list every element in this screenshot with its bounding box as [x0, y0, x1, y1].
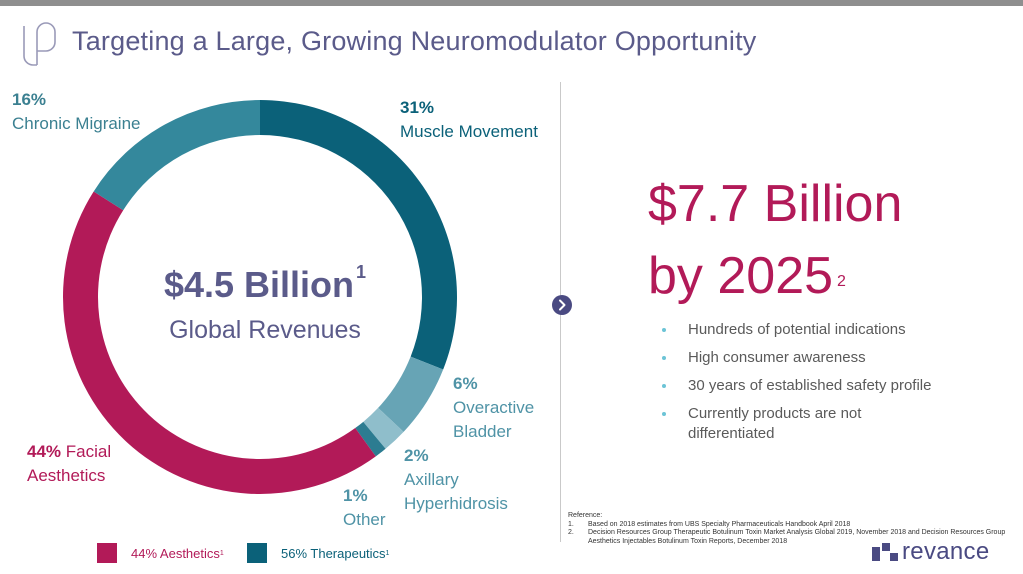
legend-text-therapeutics: 56% Therapeutics [281, 545, 386, 561]
list-item-text: High consumer awareness [688, 349, 866, 366]
legend-sup-therapeutics: 1 [385, 549, 390, 557]
legend-item-aesthetics: 44% Aesthetics 1 [97, 543, 224, 563]
reference-number: 2. [568, 529, 574, 537]
forecast-year-line: by 2025 2 [648, 240, 902, 312]
slice-text-chronic-migraine: Chronic Migraine [12, 114, 141, 133]
bullet-dot-icon [662, 328, 666, 332]
slice-text-axillary-hyperhidrosis-1: Axillary [404, 470, 459, 489]
slice-pct-chronic-migraine: 16% [12, 90, 47, 109]
list-item: 30 years of established safety profile [662, 376, 948, 396]
donut-center-amount: $4.5 Billion [163, 264, 355, 305]
slice-pct-muscle-movement: 31% [400, 98, 435, 117]
legend-text-aesthetics: 44% Aesthetics [131, 545, 220, 561]
list-item-text: Currently products are not differentiate… [688, 405, 862, 442]
reference-number: 1. [568, 520, 574, 528]
bullet-dot-icon [662, 412, 666, 416]
references: Reference: 1. Based on 2018 estimates fr… [568, 512, 1018, 546]
slice-pct-facial-aesthetics: 44% [27, 442, 62, 461]
references-heading: Reference: [568, 512, 603, 519]
slice-text-overactive-bladder-1: Overactive [453, 398, 535, 417]
slice-pct-overactive-bladder: 6% [453, 374, 478, 393]
footnote-marker-2: 2 [837, 273, 846, 290]
legend-sup-aesthetics: 1 [219, 549, 224, 557]
donut-center-value: $4.5 Billion 1 [140, 262, 390, 306]
slice-text-axillary-hyperhidrosis-2: Hyperhidrosis [404, 494, 508, 513]
forecast-year: by 2025 [648, 247, 834, 305]
list-item: Currently products are not differentiate… [662, 404, 948, 444]
list-item-text: Hundreds of potential indications [688, 321, 906, 338]
slice-label-facial-aesthetics: 44% Facial Aesthetics [27, 440, 111, 488]
slice-label-axillary-hyperhidrosis: 2% Axillary Hyperhidrosis [404, 444, 508, 516]
slice-label-overactive-bladder: 6% Overactive Bladder [453, 372, 534, 444]
slice-text-facial-aesthetics-2: Aesthetics [27, 466, 106, 485]
revance-mark-icon [872, 543, 898, 561]
next-arrow-button[interactable] [552, 295, 572, 315]
brand-logo: revance [872, 538, 989, 566]
donut-slice-other [355, 421, 386, 457]
donut-slice-facial-aesthetics [63, 191, 376, 494]
slice-label-other: 1% Other [343, 484, 386, 532]
reference-text: Based on 2018 estimates from UBS Special… [588, 520, 851, 528]
slice-pct-axillary-hyperhidrosis: 2% [404, 446, 429, 465]
list-item-text: 30 years of established safety profile [688, 377, 932, 394]
market-forecast: $7.7 Billion by 2025 2 [648, 168, 902, 312]
donut-center-label: Global Revenues [169, 316, 361, 344]
slice-pct-other: 1% [343, 486, 368, 505]
slice-text-facial-aesthetics-1: Facial [65, 442, 112, 461]
reference-text: Decision Resources Group Therapeutic Bot… [588, 529, 1006, 545]
slice-label-muscle-movement: 31% Muscle Movement [400, 96, 538, 144]
legend-item-therapeutics: 56% Therapeutics 1 [247, 543, 389, 563]
donut-slice-muscle-movement [260, 100, 457, 370]
forecast-amount: $7.7 Billion [648, 175, 903, 233]
slice-label-chronic-migraine: 16% Chronic Migraine [12, 88, 141, 136]
bullet-dot-icon [662, 356, 666, 360]
bullet-dot-icon [662, 384, 666, 388]
legend-swatch-aesthetics [97, 543, 117, 563]
page-title: Targeting a Large, Growing Neuromodulato… [72, 26, 757, 56]
company-logo-mark-icon [23, 22, 56, 66]
donut-slice-chronic-migraine [93, 100, 261, 211]
list-item: High consumer awareness [662, 348, 948, 368]
reference-item: 2. Decision Resources Group Therapeutic … [568, 529, 1018, 546]
slice-text-muscle-movement: Muscle Movement [400, 122, 538, 141]
brand-name: revance [902, 538, 990, 565]
slice-text-overactive-bladder-2: Bladder [453, 422, 512, 441]
list-item: Hundreds of potential indications [662, 320, 948, 340]
revenue-donut-chart [63, 100, 457, 494]
donut-slice-overactive-bladder [378, 356, 444, 432]
top-bar [0, 0, 1023, 6]
footnote-marker-1: 1 [356, 262, 367, 282]
donut-slice-axillary-hyperhidrosis [363, 407, 404, 449]
reference-item: 1. Based on 2018 estimates from UBS Spec… [568, 521, 1018, 530]
legend-swatch-therapeutics [247, 543, 267, 563]
chevron-right-icon [559, 299, 566, 311]
slice-text-other: Other [343, 510, 386, 529]
key-points-list: Hundreds of potential indications High c… [662, 320, 948, 452]
